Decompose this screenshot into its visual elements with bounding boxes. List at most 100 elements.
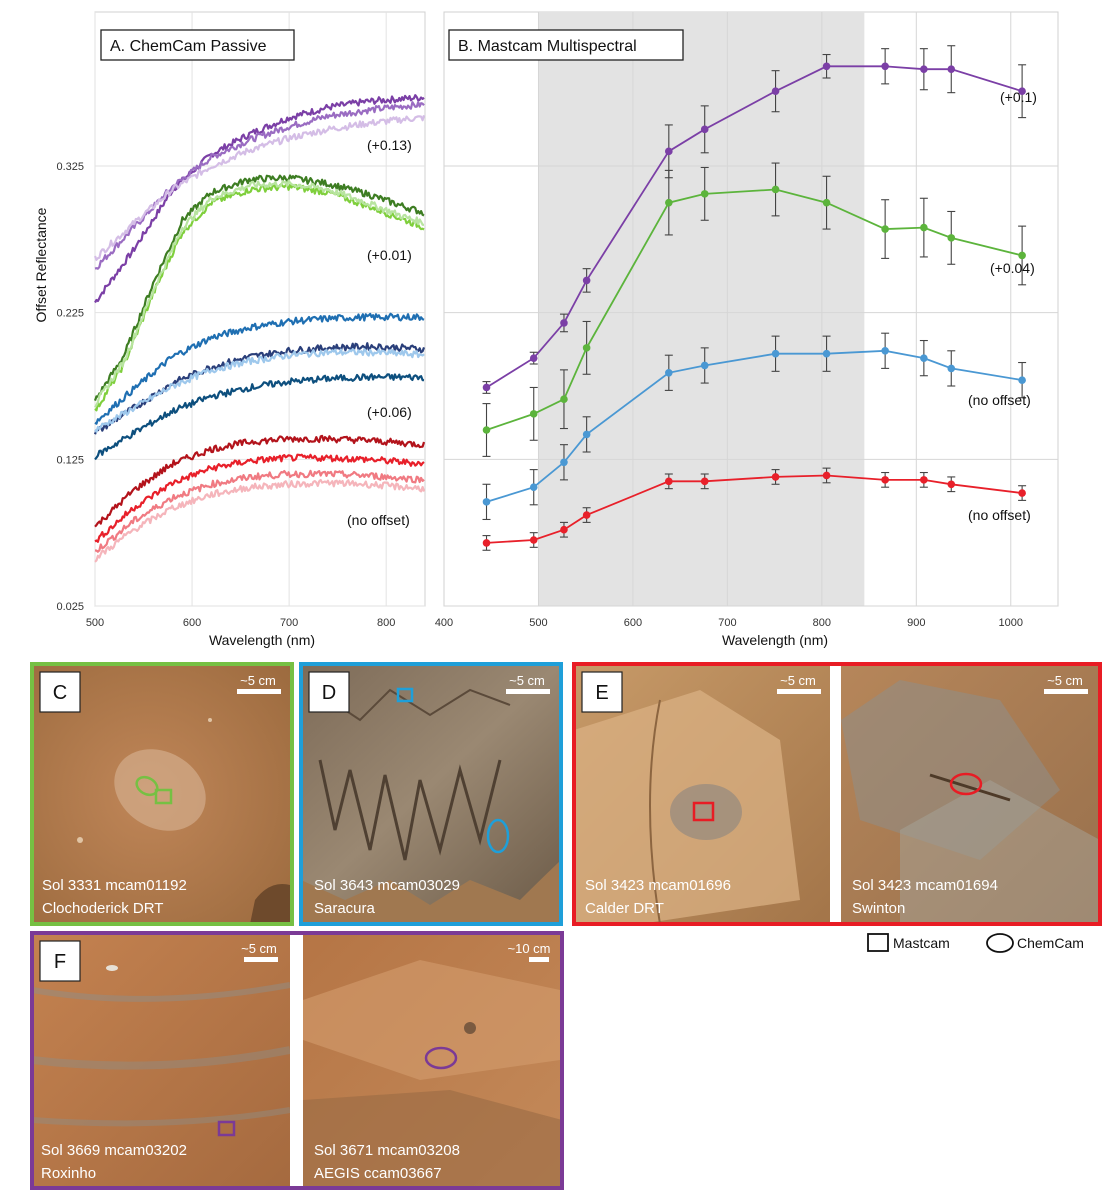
chart-b-data-point [582,430,591,439]
panel-e-right-scale-label: ~5 cm [1047,673,1083,688]
chart-b-data-point [881,476,889,484]
chart-a-y-label: Offset Reflectance [33,207,49,322]
legend-mastcam-square [867,933,889,952]
chart-b-data-point [529,483,538,492]
chart-b-data-point [920,354,928,362]
chart-b-data-point [771,185,780,194]
panel-f-right-scale-bar [529,957,549,962]
chart-b-data-point [560,458,568,467]
panel-e-letter: E [595,682,608,704]
chart-a-y-tick-label: 0.325 [56,161,84,173]
chart-b-x-ticks: 400 500 600 700 800 900 1000 [435,617,1023,629]
chart-a-x-tick-label: 500 [86,617,104,629]
panel-c-caption-1: Sol 3331 mcam01192 [42,877,187,894]
chart-b-data-point [665,198,673,207]
chart-a-spectrum-line [94,179,424,408]
chart-b-data-point [582,511,591,519]
panel-f-letter: F [54,951,66,973]
chart-a-spectrum-line [94,469,425,553]
panel-f-left-scale-label: ~5 cm [241,941,277,956]
chart-b-data-point [700,190,709,198]
chart-b-data-point [822,349,831,358]
chart-b-data-point [771,473,780,481]
panel-f-border [30,931,564,1190]
chart-a-title: A. ChemCam Passive [110,38,267,55]
chart-a-y-tick-label: 0.025 [56,601,84,613]
chart-b-data-point [881,347,889,355]
chemcam-target-ellipse [949,772,983,796]
chart-b-x-tick-label: 500 [529,617,547,629]
panel-d-scale-label: ~5 cm [509,673,545,688]
panel-e-border [572,662,1102,926]
chart-b-x-tick-label: 400 [435,617,453,629]
rock-layer [31,982,291,1002]
chart-b-title-box [448,29,684,61]
mastcam-target-square [692,801,715,822]
chart-b-data-point [920,476,928,484]
panel-e-letter-box [581,671,623,713]
chart-b-data-point [1018,489,1026,497]
panel-c-letter-box [39,671,81,713]
chemcam-target-ellipse [486,818,510,854]
rock-texture [329,688,511,722]
legend-chemcam-ellipse [986,933,1014,953]
chart-b-data-point [771,87,780,95]
panel-f-letter-box [39,940,81,982]
chart-b-data-point [482,539,491,547]
chart-b-data-point [560,395,568,404]
chart-a-spectrum-line [94,453,425,543]
chart-b-title: B. Mastcam Multispectral [458,38,637,55]
chart-a-x-label: Wavelength (nm) [209,632,315,648]
chart-b-data-point [529,536,538,544]
chart-b-data-point [482,498,491,506]
chart-a-offset-green: (+0.01) [367,247,412,263]
panel-f-left-caption-2: Roxinho [41,1165,96,1182]
chart-b-offset-purple: (+0.1) [1000,89,1037,105]
chart-b-data-point [947,234,956,242]
panel-e-left-scale-bar [777,689,821,694]
chart-b-x-tick-label: 700 [718,617,736,629]
chart-a-spectrum-line [94,434,426,528]
panel-d-caption-1: Sol 3643 mcam03029 [314,877,460,894]
pebble [464,1022,476,1034]
chart-b-data-point [482,383,491,392]
chart-b-data-point [529,410,538,418]
panel-c-border [30,662,294,926]
chart-b-data-point [665,477,673,486]
chart-a-x-tick-label: 700 [280,617,298,629]
chart-b-data-point [920,65,928,73]
chart-b-data-point [881,62,889,71]
chart-b-data-point [700,361,709,370]
chart-b-offset-green: (+0.04) [990,260,1035,276]
rock-layer [31,1046,291,1070]
chart-b-data-point [822,198,831,207]
chart-b-x-tick-label: 800 [813,617,831,629]
panel-d-border [299,662,563,926]
pebble [77,837,83,843]
chart-a-x-ticks: 500 600 700 800 [86,617,396,629]
chart-b-data-point [700,477,709,486]
chart-a-spectrum-line [94,94,425,304]
chart-a-spectrum-line [94,373,425,461]
photo-panel-f: F ~5 cm ~10 cm Sol 3669 mcam03202 Roxinh… [30,931,564,1190]
chart-b-data-point [700,125,709,134]
chart-a-spectrum-line [94,478,426,563]
chart-b-x-tick-label: 600 [624,617,642,629]
chart-a-spectrum-line [94,100,425,270]
panel-f-divider [290,933,303,1188]
chart-a-spectrum-line [94,348,425,433]
chart-b-data-point [529,354,538,362]
panel-e-right-caption-1: Sol 3423 mcam01694 [852,877,998,894]
chart-b-data-point [560,319,568,327]
chart-b-data-point [1018,87,1026,95]
panel-e-right-caption-2: Swinton [852,900,905,917]
panel-c-letter: C [53,682,67,704]
mastcam-target-square [154,788,173,805]
drt-abraded-patch [670,784,742,840]
chart-a-y-ticks: 0.025 0.125 0.225 0.325 [56,161,84,613]
panel-d-scale-bar [506,689,550,694]
rock-crack [929,773,1011,802]
panel-f-right-scale-label: ~10 cm [508,941,551,956]
chart-b-data-point [582,344,591,352]
panel-f-left-scale-bar [244,957,278,962]
